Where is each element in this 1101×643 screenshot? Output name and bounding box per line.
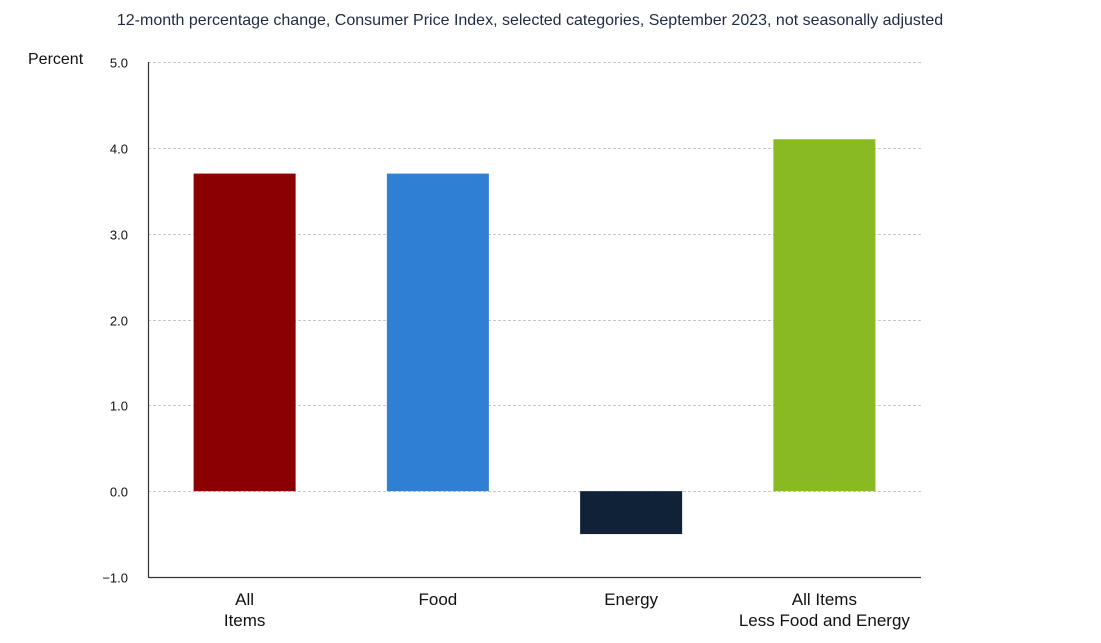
y-tick-label: 4.0: [110, 142, 128, 157]
x-category-label: All Items Less Food and Energy: [739, 590, 911, 630]
y-tick-label: 1.0: [110, 399, 128, 414]
axes: [147, 62, 921, 579]
x-category-label: All Items: [224, 590, 266, 630]
x-category-label-line: All: [235, 590, 254, 609]
x-category-label-line: Items: [224, 611, 266, 630]
x-category-label: Food: [419, 590, 458, 609]
x-category-label: Energy: [604, 590, 658, 609]
bar: [386, 173, 489, 492]
x-category-label-line: Energy: [604, 590, 658, 609]
y-tick-labels: 5.0 4.0 3.0 2.0 1.0 0.0 −1.0: [102, 56, 128, 586]
y-tick-label: 3.0: [110, 228, 128, 243]
y-tick-label: 0.0: [110, 485, 128, 500]
bar: [773, 139, 876, 492]
chart-title: 12-month percentage change, Consumer Pri…: [116, 12, 944, 29]
x-category-label-line: Less Food and Energy: [739, 611, 911, 630]
x-category-label-line: Food: [419, 590, 458, 609]
y-tick-label: 2.0: [110, 314, 128, 329]
y-axis-label: Percent: [28, 51, 84, 68]
bars: [193, 139, 876, 535]
gridlines: [148, 62, 921, 492]
x-category-label-line: All Items: [792, 590, 857, 609]
bar: [193, 173, 296, 492]
x-category-labels: All Items Food Energy All Items Less Food and…: [224, 590, 911, 630]
y-tick-label: 5.0: [110, 56, 128, 71]
y-tick-label: −1.0: [102, 571, 128, 586]
bar: [580, 491, 683, 535]
